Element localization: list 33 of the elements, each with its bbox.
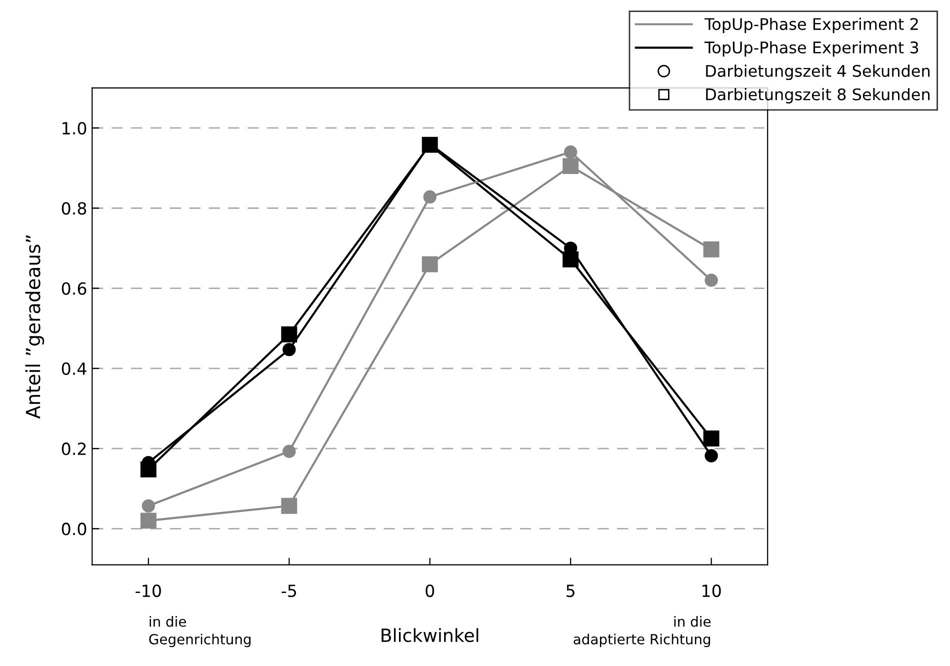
point xyxy=(422,256,438,272)
point xyxy=(281,498,298,514)
text: Darbietungszeit 4 Sekunden xyxy=(706,64,930,80)
point xyxy=(703,430,720,447)
legend-label: TopUp-Phase Experiment 2 xyxy=(704,18,918,34)
text: in die adaptierte Richtung xyxy=(574,616,711,648)
x-tick-label: 10 xyxy=(702,584,721,598)
point xyxy=(282,342,296,356)
point xyxy=(564,145,578,159)
point xyxy=(562,158,579,174)
x-tick-label: -10 xyxy=(136,584,161,598)
point xyxy=(703,241,720,258)
y-tick-label: 0.0 xyxy=(62,522,86,536)
x-tick-label: 0 xyxy=(426,584,434,598)
point xyxy=(704,274,718,287)
point xyxy=(140,512,156,529)
point xyxy=(142,499,156,512)
text: in die Gegenrichtung xyxy=(149,616,251,648)
annotation: Darbietungszeit 8 Sekunden xyxy=(706,88,930,104)
y-tick-label: 0.8 xyxy=(62,202,86,215)
y-tick-label: 0.2 xyxy=(62,442,86,456)
legend-label: TopUp-Phase Experiment 3 xyxy=(704,41,918,57)
point xyxy=(423,190,436,204)
x-tick-label: -5 xyxy=(282,584,296,598)
point xyxy=(281,326,298,342)
y-axis-title: Anteil ”geradeaus” xyxy=(25,235,44,419)
y-tick-label: 0.4 xyxy=(62,362,86,375)
y-tick-label: 1.0 xyxy=(62,122,86,135)
y-tick-label: 0.6 xyxy=(62,282,86,295)
x-tick-label: 5 xyxy=(566,584,574,598)
point xyxy=(704,449,718,462)
x-axis-title: Blickwinkel xyxy=(382,628,478,642)
point xyxy=(282,444,296,458)
